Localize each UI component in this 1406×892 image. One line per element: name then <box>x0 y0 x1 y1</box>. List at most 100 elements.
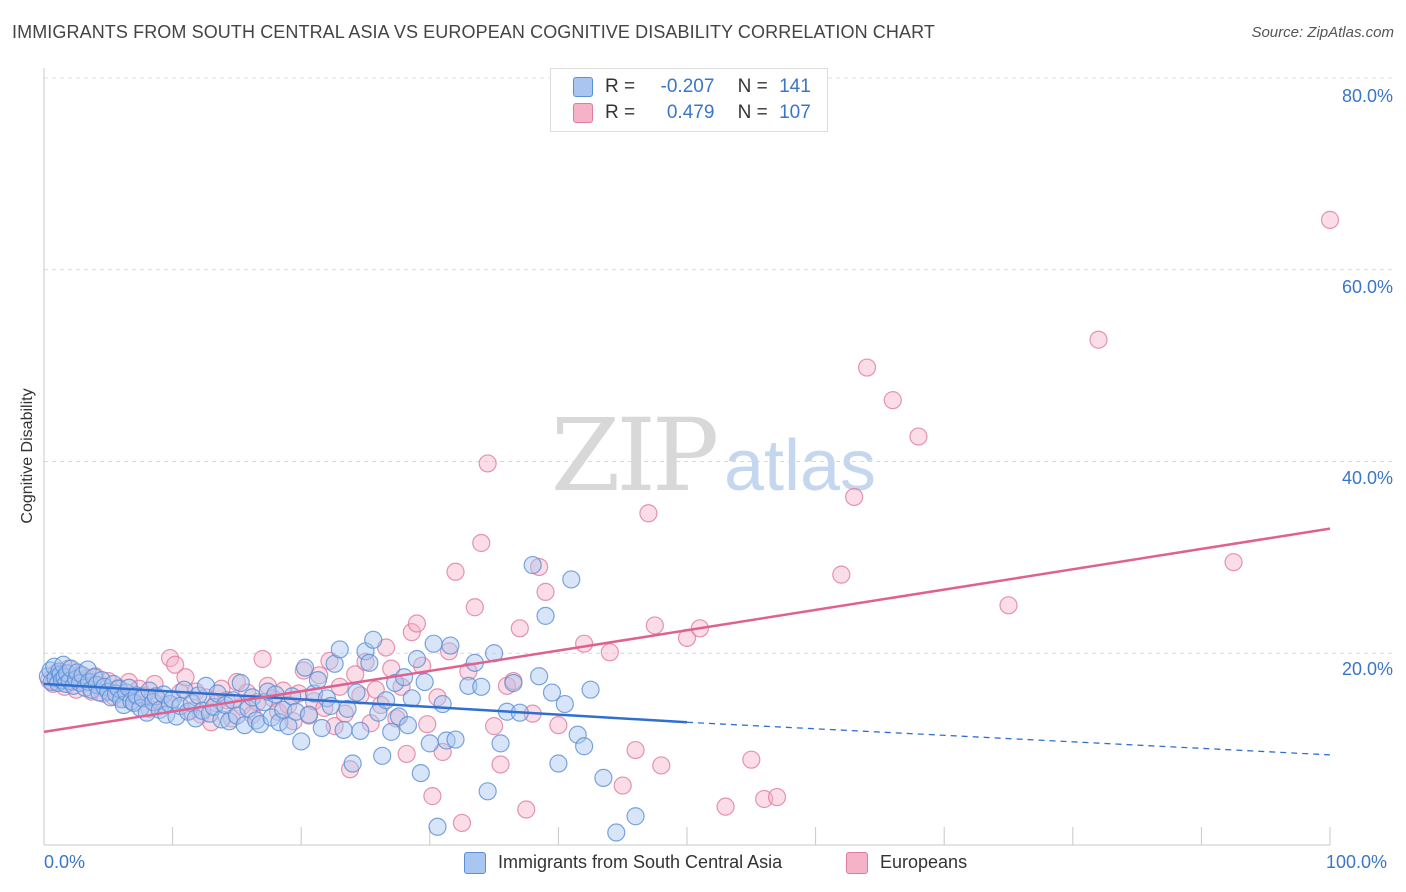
data-point-pink <box>387 709 406 728</box>
data-point-pink <box>491 755 510 774</box>
legend-swatch-pink <box>846 852 868 875</box>
data-point-pink <box>652 756 671 775</box>
data-point-blue <box>581 680 600 699</box>
stats-legend-row-pink: R = 0.479 N = 107 <box>573 102 811 126</box>
data-point-blue <box>407 649 427 669</box>
y-tick-label-40: 40.0% <box>1341 468 1393 488</box>
pink-swatch <box>573 102 593 123</box>
data-point-blue <box>575 737 594 756</box>
data-point-blue <box>279 717 298 736</box>
data-point-blue <box>594 768 613 787</box>
trend-line-blue-extension <box>686 721 1331 756</box>
source-credit: Source: ZipAtlas.com <box>1251 24 1394 41</box>
y-tick-label-80: 80.0% <box>1341 86 1393 106</box>
legend-item-europeans: Europeans <box>846 852 967 876</box>
data-point-pink <box>549 716 568 735</box>
data-point-pink <box>478 454 497 473</box>
data-point-pink <box>320 651 339 671</box>
data-point-pink <box>446 562 465 581</box>
data-point-blue <box>530 667 549 686</box>
data-point-blue <box>549 754 568 773</box>
data-point-blue <box>347 683 366 702</box>
data-point-pink <box>613 776 632 795</box>
data-point-pink <box>845 487 864 507</box>
data-point-blue <box>312 718 331 738</box>
data-point-blue <box>122 692 141 711</box>
n-label: N = <box>737 102 768 123</box>
data-point-blue <box>299 705 319 724</box>
data-point-pink <box>472 533 491 553</box>
data-point-blue <box>398 716 418 735</box>
data-point-pink <box>645 616 664 635</box>
data-point-blue <box>330 640 349 659</box>
data-point-pink <box>1089 330 1108 349</box>
data-point-pink <box>883 391 902 410</box>
legend-item-immigrants: Immigrants from South Central Asia <box>464 852 782 876</box>
data-point-blue <box>364 630 383 649</box>
data-point-blue <box>250 715 270 734</box>
stats-legend-row-blue: R = -0.207 N = 141 <box>573 76 811 100</box>
n-value: 141 <box>779 76 811 97</box>
data-point-pink <box>485 717 504 736</box>
data-point-blue <box>227 706 246 725</box>
data-point-blue <box>376 691 396 710</box>
trend-line-blue <box>43 682 688 724</box>
data-point-blue <box>382 722 401 741</box>
data-point-blue <box>373 746 392 765</box>
legend-swatch-blue <box>464 852 486 875</box>
data-point-blue <box>231 673 250 693</box>
data-point-blue <box>562 570 581 589</box>
data-point-pink <box>423 787 442 806</box>
data-point-pink <box>909 427 928 446</box>
trend-line-pink <box>43 527 1331 734</box>
data-point-blue <box>360 653 379 672</box>
data-point-blue <box>424 634 443 653</box>
stats-legend: R = -0.207 N = 141 R = 0.479 N = 107 <box>550 68 828 132</box>
blue-swatch <box>573 76 593 97</box>
data-point-pink <box>335 704 355 723</box>
data-point-pink <box>639 504 658 523</box>
watermark-atlas: atlas <box>724 426 876 506</box>
data-point-blue <box>568 725 587 744</box>
data-point-pink <box>999 596 1018 615</box>
data-point-pink <box>1224 553 1243 572</box>
data-point-pink <box>716 797 735 816</box>
data-point-pink <box>742 750 761 769</box>
y-tick-label-20: 20.0% <box>1341 659 1393 679</box>
r-label: R = <box>605 102 636 123</box>
data-point-blue <box>343 754 362 773</box>
data-point-blue <box>441 636 460 655</box>
data-point-pink <box>530 557 549 577</box>
data-point-pink <box>857 358 877 377</box>
data-point-blue <box>411 763 430 783</box>
data-point-blue <box>428 817 447 836</box>
data-point-pink <box>253 649 272 669</box>
data-point-blue <box>536 606 555 625</box>
data-point-blue <box>542 683 562 702</box>
data-point-blue <box>472 677 491 696</box>
data-point-blue <box>325 654 344 673</box>
legend-label-immigrants: Immigrants from South Central Asia <box>498 852 783 872</box>
data-point-blue <box>189 686 208 705</box>
data-point-pink <box>397 744 416 764</box>
n-value: 107 <box>779 102 811 123</box>
data-point-pink <box>407 614 427 633</box>
data-point-blue <box>478 782 497 801</box>
data-point-blue <box>433 694 452 714</box>
data-point-pink <box>166 655 185 674</box>
x-tick-label-max: 100.0% <box>1326 852 1388 872</box>
data-point-pink <box>465 598 484 617</box>
data-point-pink <box>402 623 421 642</box>
chart-title: IMMIGRANTS FROM SOUTH CENTRAL ASIA VS EU… <box>12 22 935 42</box>
data-point-pink <box>767 787 787 807</box>
data-point-pink <box>433 742 452 762</box>
data-point-pink <box>119 672 138 692</box>
r-value: -0.207 <box>660 76 715 97</box>
data-point-blue <box>626 807 645 826</box>
data-point-blue <box>607 823 626 842</box>
legend-label-europeans: Europeans <box>880 852 968 872</box>
data-point-blue <box>308 670 328 690</box>
data-point-pink <box>439 642 459 661</box>
data-point-pink <box>452 813 472 833</box>
